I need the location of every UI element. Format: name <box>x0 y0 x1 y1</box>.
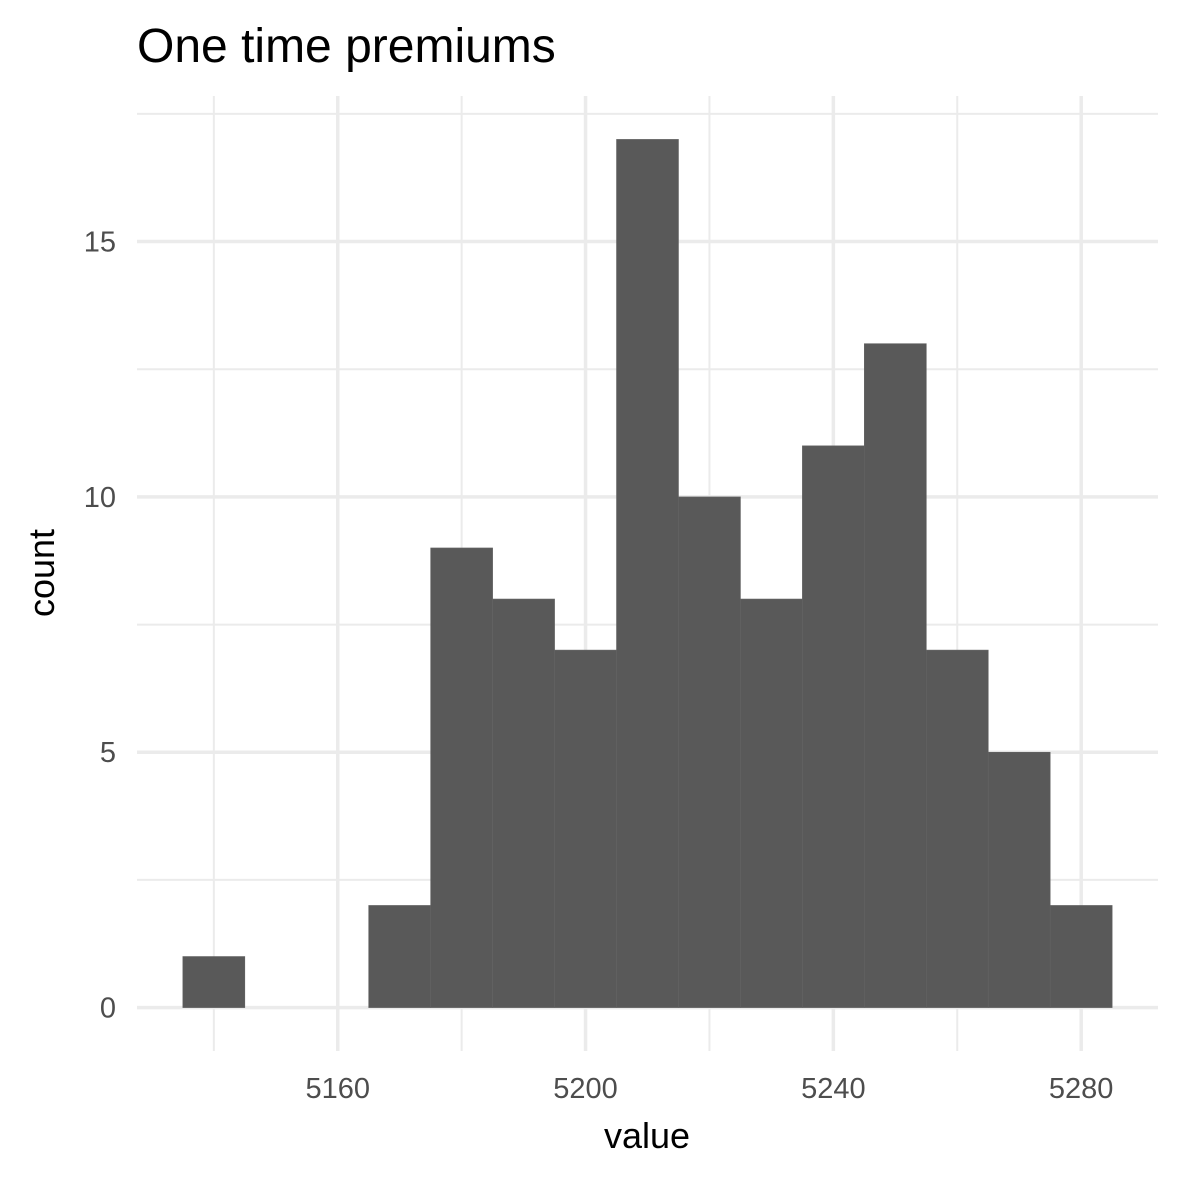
y-tick-label: 0 <box>100 993 116 1025</box>
histogram-bar <box>182 956 246 1008</box>
histogram-bar <box>925 649 989 1008</box>
histogram-bar <box>430 547 493 1008</box>
y-tick-label: 10 <box>84 482 116 514</box>
histogram-bar <box>987 751 1051 1008</box>
y-axis-tick-labels: 0 5 10 15 <box>84 227 116 1025</box>
x-axis-label: value <box>604 1115 690 1156</box>
histogram-bar <box>864 343 927 1008</box>
y-tick-label: 5 <box>100 737 116 769</box>
histogram-bar <box>368 905 431 1008</box>
x-tick-label: 5240 <box>801 1073 866 1105</box>
histogram-bar <box>678 496 741 1008</box>
x-tick-label: 5200 <box>553 1073 618 1105</box>
histogram-bar <box>1049 905 1113 1008</box>
x-tick-label: 5160 <box>305 1073 370 1105</box>
y-tick-label: 15 <box>84 227 116 259</box>
histogram-bar <box>492 598 555 1008</box>
y-axis-label: count <box>21 529 62 617</box>
histogram-bar <box>554 649 617 1008</box>
histogram-bar <box>802 445 865 1008</box>
histogram-bars <box>182 139 1113 1008</box>
x-axis-tick-labels: 5160 5200 5240 5280 <box>305 1073 1113 1105</box>
x-tick-label: 5280 <box>1049 1073 1114 1105</box>
histogram-bar <box>740 598 803 1008</box>
histogram-bar <box>616 139 679 1008</box>
chart-title: One time premiums <box>137 20 556 73</box>
